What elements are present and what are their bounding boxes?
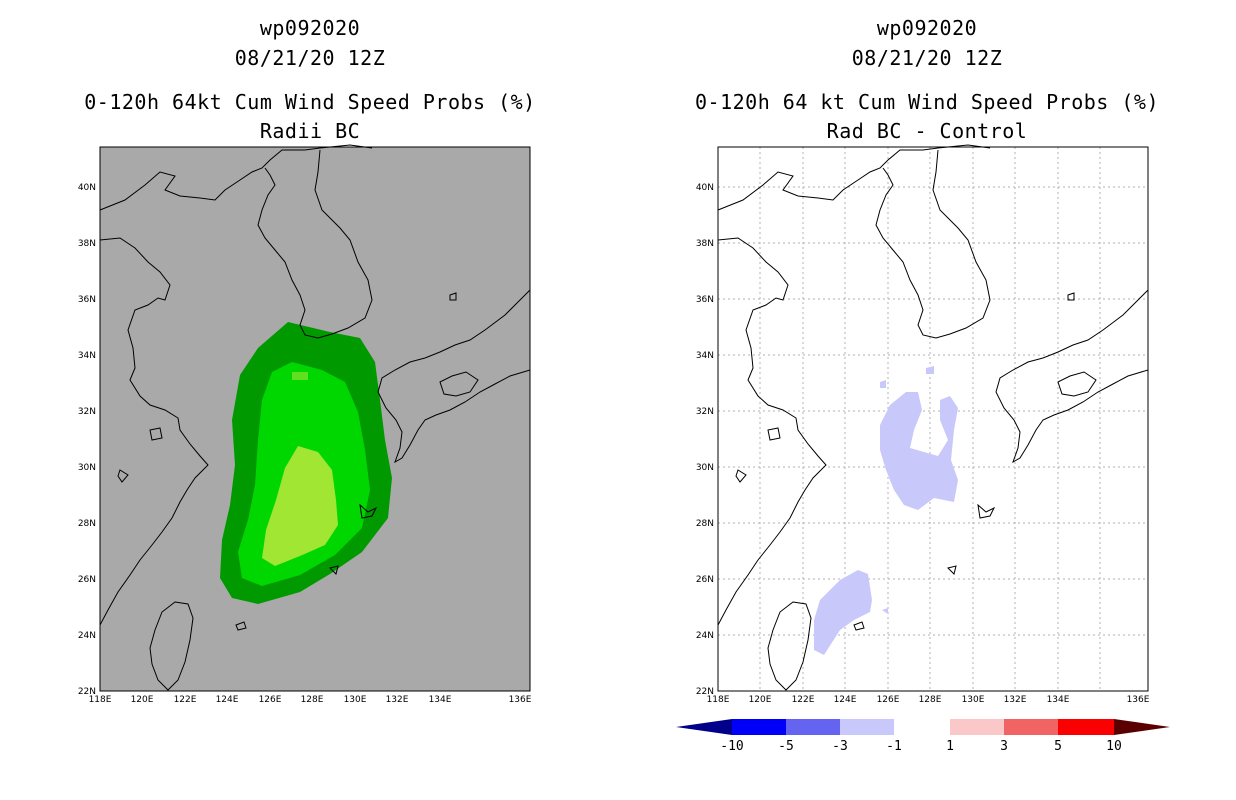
colorbar-bin bbox=[1058, 719, 1114, 735]
diff-neg-contour-north bbox=[880, 392, 958, 510]
right-subtitle: Rad BC - Control bbox=[826, 119, 1028, 143]
lat-label: 40N bbox=[696, 183, 714, 193]
lat-label: 38N bbox=[696, 239, 714, 249]
lon-label: 128E bbox=[301, 695, 324, 705]
lon-label: 118E bbox=[89, 695, 112, 705]
lon-label: 120E bbox=[749, 695, 772, 705]
colorbar-bin bbox=[1004, 719, 1058, 735]
diff-neg-contour-small bbox=[880, 380, 886, 388]
left-probability-map: 118E 120E 122E 124E 126E 128E 130E 132E … bbox=[78, 144, 532, 705]
left-product-title: 0-120h 64kt Cum Wind Speed Probs (%) bbox=[84, 90, 536, 114]
right-lon-labels: 118E 120E 122E 124E 126E 128E 130E 132E … bbox=[707, 695, 1150, 705]
colorbar-label: -10 bbox=[720, 739, 743, 754]
lat-label: 30N bbox=[696, 463, 714, 473]
colorbar-bin bbox=[840, 719, 894, 735]
right-colorbar: -10 -5 -3 -1 1 3 5 10 bbox=[676, 719, 1170, 754]
right-storm-id: wp092020 bbox=[876, 16, 978, 40]
lon-label: 130E bbox=[344, 695, 367, 705]
right-datetime: 08/21/20 12Z bbox=[851, 46, 1003, 70]
colorbar-label: 1 bbox=[946, 739, 954, 754]
lat-label: 24N bbox=[696, 631, 714, 641]
lon-label: 126E bbox=[877, 695, 900, 705]
left-storm-id: wp092020 bbox=[259, 16, 361, 40]
right-product-title: 0-120h 64 kt Cum Wind Speed Probs (%) bbox=[694, 90, 1160, 114]
lon-label: 136E bbox=[509, 695, 532, 705]
lon-label: 122E bbox=[174, 695, 197, 705]
left-lon-labels: 118E 120E 122E 124E 126E 128E 130E 132E … bbox=[89, 695, 532, 705]
lat-label: 22N bbox=[78, 687, 96, 697]
prob-20-contour bbox=[262, 446, 338, 566]
lat-label: 36N bbox=[78, 295, 96, 305]
lon-label: 124E bbox=[216, 695, 239, 705]
diff-neg-contour-small3 bbox=[882, 608, 888, 614]
lat-label: 28N bbox=[78, 519, 96, 529]
lon-label: 130E bbox=[962, 695, 985, 705]
lon-label: 134E bbox=[1047, 695, 1070, 705]
lat-label: 32N bbox=[78, 407, 96, 417]
lat-label: 26N bbox=[78, 575, 96, 585]
lat-label: 30N bbox=[78, 463, 96, 473]
lat-label: 34N bbox=[696, 351, 714, 361]
right-map-background bbox=[718, 147, 1148, 691]
left-lat-labels: 22N 24N 26N 28N 30N 32N 34N 36N 38N 40N bbox=[78, 183, 96, 697]
lat-label: 34N bbox=[78, 351, 96, 361]
left-subtitle: Radii BC bbox=[259, 119, 361, 143]
lon-label: 132E bbox=[386, 695, 409, 705]
lon-label: 136E bbox=[1127, 695, 1150, 705]
colorbar-label: -5 bbox=[778, 739, 794, 754]
lat-label: 36N bbox=[696, 295, 714, 305]
lat-label: 22N bbox=[696, 687, 714, 697]
lat-label: 24N bbox=[78, 631, 96, 641]
lat-label: 38N bbox=[78, 239, 96, 249]
colorbar-low-arrow bbox=[676, 719, 732, 735]
lon-label: 126E bbox=[259, 695, 282, 705]
colorbar-bin bbox=[732, 719, 786, 735]
colorbar-bin bbox=[950, 719, 1004, 735]
colorbar-high-arrow bbox=[1114, 719, 1170, 735]
left-datetime: 08/21/20 12Z bbox=[234, 46, 386, 70]
lon-label: 128E bbox=[919, 695, 942, 705]
colorbar-label: 10 bbox=[1106, 739, 1122, 754]
diff-neg-contour-south bbox=[814, 570, 872, 655]
colorbar-label: -1 bbox=[886, 739, 902, 754]
diff-neg-contour-small2 bbox=[926, 366, 934, 374]
lat-label: 32N bbox=[696, 407, 714, 417]
lon-label: 124E bbox=[834, 695, 857, 705]
colorbar-bin bbox=[894, 719, 950, 735]
right-lat-labels: 22N 24N 26N 28N 30N 32N 34N 36N 38N 40N bbox=[696, 183, 714, 697]
colorbar-label: 5 bbox=[1054, 739, 1062, 754]
lat-label: 40N bbox=[78, 183, 96, 193]
colorbar-label: 3 bbox=[1000, 739, 1008, 754]
lon-label: 132E bbox=[1004, 695, 1027, 705]
lon-label: 120E bbox=[131, 695, 154, 705]
right-difference-map: 118E 120E 122E 124E 126E 128E 130E 132E … bbox=[676, 144, 1170, 754]
lon-label: 122E bbox=[792, 695, 815, 705]
lon-label: 134E bbox=[429, 695, 452, 705]
lat-label: 28N bbox=[696, 519, 714, 529]
lat-label: 26N bbox=[696, 575, 714, 585]
right-grid bbox=[718, 147, 1148, 691]
colorbar-label: -3 bbox=[832, 739, 848, 754]
colorbar-bin bbox=[786, 719, 840, 735]
lon-label: 118E bbox=[707, 695, 730, 705]
